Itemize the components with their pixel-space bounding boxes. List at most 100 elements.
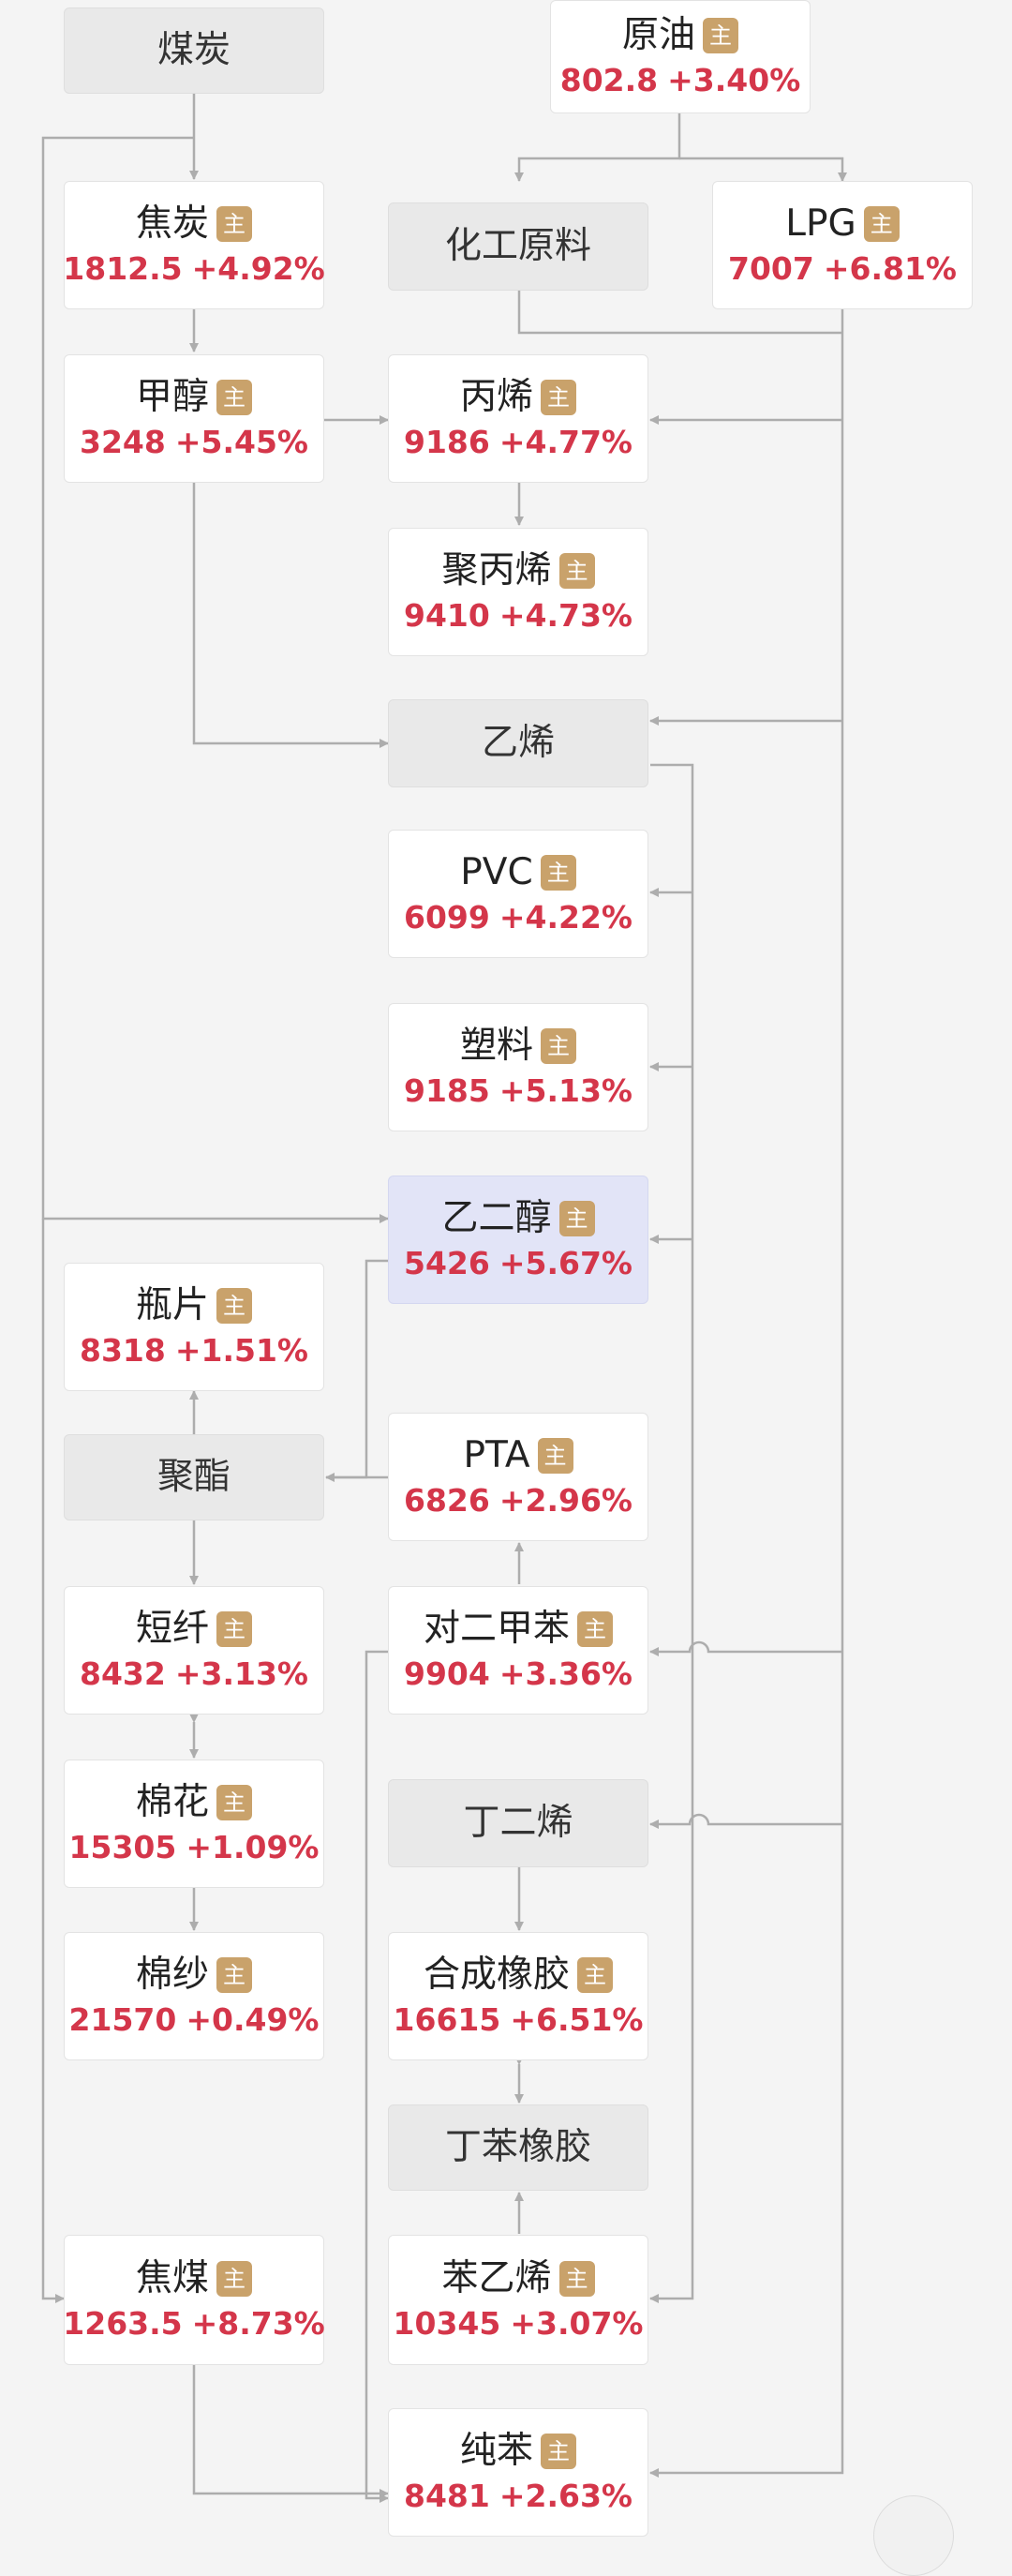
price-change: +4.92% [191, 250, 325, 288]
node-name: 聚酯 [156, 1455, 231, 1498]
node-name: 丁二烯 [463, 1801, 573, 1844]
price-value: 9185 [404, 1072, 490, 1110]
node-name: 纯苯 [459, 2429, 533, 2472]
node-cotton-yarn[interactable]: 棉纱 主 21570 +0.49% [64, 1932, 324, 2060]
main-contract-badge: 主 [216, 1785, 252, 1820]
node-name: 瓶片 [135, 1283, 209, 1326]
main-contract-badge: 主 [537, 1438, 573, 1474]
price-change: +2.96% [499, 1482, 632, 1520]
node-polyester[interactable]: 聚酯 [64, 1434, 324, 1520]
main-contract-badge: 主 [541, 2434, 576, 2469]
floating-scroll-button[interactable] [873, 2495, 954, 2576]
price-change: +5.67% [499, 1245, 632, 1282]
node-ethylene[interactable]: 乙烯 [388, 699, 648, 787]
main-contract-badge: 主 [558, 2261, 595, 2297]
node-name: 棉纱 [135, 1953, 209, 1996]
price-change: +8.73% [191, 2305, 325, 2343]
price-change: +3.07% [510, 2305, 644, 2343]
node-name: 焦煤 [135, 2256, 209, 2299]
main-contract-badge: 主 [541, 380, 576, 415]
price-change: +4.77% [499, 424, 632, 461]
node-paraxylene[interactable]: 对二甲苯 主 9904 +3.36% [388, 1586, 648, 1715]
price-change: +3.36% [499, 1655, 632, 1693]
main-contract-badge: 主 [577, 1611, 613, 1647]
node-crude-oil[interactable]: 原油 主 802.8 +3.40% [550, 0, 811, 113]
node-methanol[interactable]: 甲醇 主 3248 +5.45% [64, 354, 324, 483]
node-name: 焦炭 [135, 202, 209, 245]
price-value: 6099 [404, 899, 490, 936]
main-contract-badge: 主 [216, 2261, 252, 2297]
node-name: PVC [460, 850, 533, 893]
node-name: 乙二醇 [441, 1196, 552, 1239]
node-chemical-feedstock[interactable]: 化工原料 [388, 202, 648, 291]
main-contract-badge: 主 [541, 1028, 576, 1064]
price-value: 7007 [728, 250, 814, 288]
price-change: +3.40% [667, 62, 801, 99]
price-value: 9186 [404, 424, 490, 461]
main-contract-badge: 主 [558, 553, 595, 589]
price-value: 9410 [404, 597, 490, 635]
price-value: 802.8 [559, 62, 659, 99]
node-lpg[interactable]: LPG 主 7007 +6.81% [712, 181, 973, 309]
node-name: PTA [463, 1433, 530, 1476]
node-plastics[interactable]: 塑料 主 9185 +5.13% [388, 1003, 648, 1131]
price-value: 5426 [404, 1245, 490, 1282]
node-name: 乙烯 [481, 721, 555, 764]
price-value: 8481 [404, 2478, 490, 2515]
main-contract-badge: 主 [216, 1611, 252, 1647]
price-change: +1.51% [174, 1332, 308, 1370]
main-contract-badge: 主 [540, 855, 576, 891]
node-name: 原油 [621, 13, 695, 56]
price-value: 8318 [80, 1332, 166, 1370]
main-contract-badge: 主 [703, 18, 738, 53]
node-butadiene[interactable]: 丁二烯 [388, 1779, 648, 1867]
price-value: 1812.5 [63, 250, 183, 288]
price-value: 9904 [404, 1655, 490, 1693]
main-contract-badge: 主 [216, 1957, 252, 1993]
node-name: 短纤 [135, 1607, 209, 1650]
price-change: +2.63% [499, 2478, 632, 2515]
node-polypropylene[interactable]: 聚丙烯 主 9410 +4.73% [388, 528, 648, 656]
node-name: 合成橡胶 [423, 1953, 570, 1996]
price-change: +1.09% [186, 1829, 320, 1866]
node-bottle-chips[interactable]: 瓶片 主 8318 +1.51% [64, 1263, 324, 1391]
node-coking-coal[interactable]: 焦煤 主 1263.5 +8.73% [63, 2235, 325, 2365]
price-change: +6.81% [823, 250, 957, 288]
price-value: 1263.5 [63, 2305, 183, 2343]
node-name: 丁苯橡胶 [444, 2125, 591, 2168]
price-change: +6.51% [510, 2001, 644, 2039]
node-name: 丙烯 [459, 375, 533, 418]
node-name: 苯乙烯 [441, 2256, 552, 2299]
node-name: 甲醇 [135, 375, 209, 418]
main-contract-badge: 主 [577, 1957, 613, 1993]
price-change: +5.45% [174, 424, 308, 461]
node-staple-fiber[interactable]: 短纤 主 8432 +3.13% [64, 1586, 324, 1715]
price-value: 3248 [80, 424, 166, 461]
price-value: 8432 [80, 1655, 166, 1693]
node-sbr[interactable]: 丁苯橡胶 [388, 2104, 648, 2191]
node-propylene[interactable]: 丙烯 主 9186 +4.77% [388, 354, 648, 483]
main-contract-badge: 主 [558, 1201, 595, 1236]
node-ethylene-glycol[interactable]: 乙二醇 主 5426 +5.67% [388, 1176, 648, 1304]
price-value: 21570 [68, 2001, 177, 2039]
node-pvc[interactable]: PVC 主 6099 +4.22% [388, 830, 648, 958]
node-cotton[interactable]: 棉花 主 15305 +1.09% [64, 1760, 324, 1888]
node-name: 塑料 [459, 1024, 533, 1067]
node-coke[interactable]: 焦炭 主 1812.5 +4.92% [63, 181, 325, 309]
node-name: 对二甲苯 [423, 1607, 570, 1650]
node-pta[interactable]: PTA 主 6826 +2.96% [388, 1413, 648, 1541]
price-change: +0.49% [186, 2001, 320, 2039]
main-contract-badge: 主 [863, 206, 900, 242]
price-change: +5.13% [499, 1072, 632, 1110]
main-contract-badge: 主 [216, 380, 252, 415]
node-name: 棉花 [135, 1780, 209, 1823]
price-value: 16615 [393, 2001, 501, 2039]
node-synthetic-rubber[interactable]: 合成橡胶 主 16615 +6.51% [388, 1932, 648, 2060]
node-benzene[interactable]: 纯苯 主 8481 +2.63% [388, 2408, 648, 2537]
node-styrene[interactable]: 苯乙烯 主 10345 +3.07% [388, 2235, 648, 2365]
node-coal[interactable]: 煤炭 [64, 7, 324, 94]
price-change: +4.22% [499, 899, 632, 936]
node-name: 聚丙烯 [441, 548, 552, 592]
node-name: LPG [785, 202, 856, 245]
